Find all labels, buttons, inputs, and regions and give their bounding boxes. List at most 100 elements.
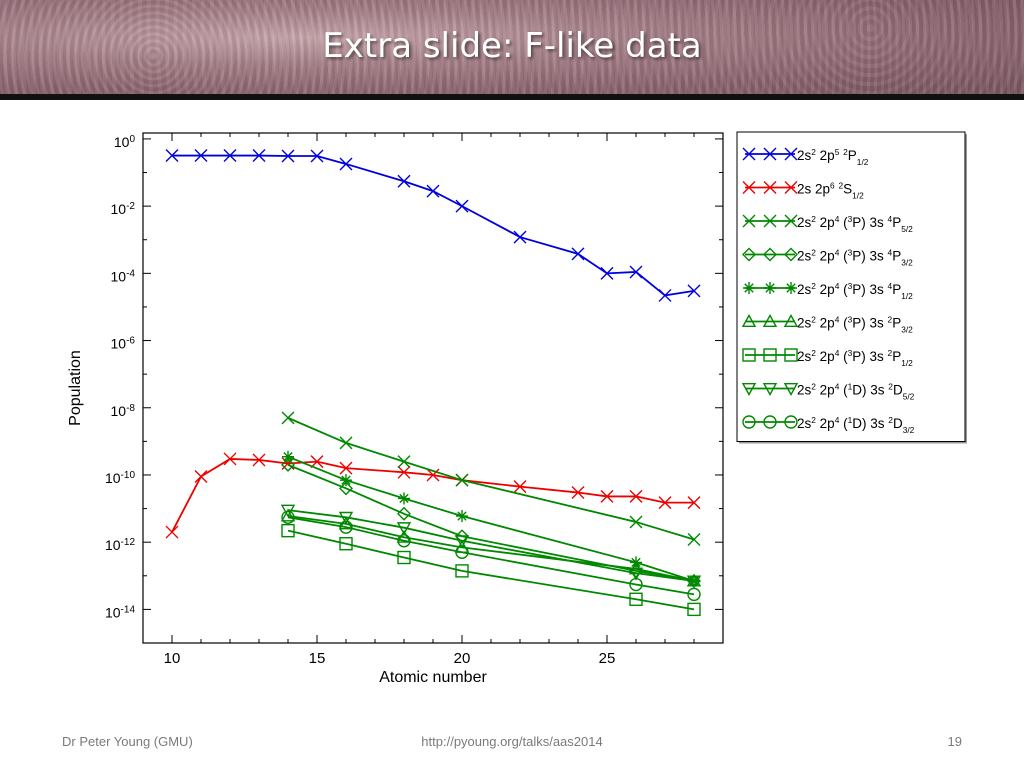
- marker-x: [223, 452, 237, 466]
- marker-star: [282, 450, 294, 463]
- tick-base: 10: [105, 470, 121, 486]
- marker-triangle-down: [338, 511, 354, 525]
- superscript: 4: [835, 281, 840, 291]
- marker-triangle: [762, 314, 778, 327]
- marker-x: [339, 157, 353, 171]
- subscript: 1/2: [901, 358, 913, 368]
- marker-x: [784, 181, 798, 194]
- marker-x: [658, 496, 672, 510]
- tick-exponent: -10: [121, 469, 136, 480]
- marker-square: [784, 348, 798, 362]
- text-span: P: [892, 215, 901, 230]
- series-line: [287, 515, 695, 582]
- marker-x: [658, 288, 672, 302]
- text-span: (: [839, 249, 848, 264]
- superscript: 2: [811, 382, 816, 392]
- marker-x: [426, 184, 440, 198]
- marker-triangle-down: [454, 535, 470, 549]
- superscript: 2: [811, 214, 816, 224]
- marker-x: [784, 147, 798, 161]
- marker-diamond: [742, 247, 756, 262]
- superscript: 2: [838, 181, 843, 191]
- superscript: 1: [848, 382, 853, 392]
- superscript: 4: [888, 248, 893, 258]
- tick-base: 10: [111, 201, 127, 217]
- marker-x: [600, 489, 614, 503]
- marker-triangle: [396, 529, 412, 543]
- marker-star: [456, 510, 468, 523]
- marker-x: [397, 465, 411, 479]
- marker-x: [687, 533, 701, 547]
- text-span: 2s: [797, 383, 812, 398]
- text-span: D) 3s: [852, 416, 888, 431]
- legend-item: 2s2 2p4 (3P) 3s 2P1/2: [742, 348, 913, 368]
- tick-base: 10: [111, 336, 127, 352]
- text-span: P: [892, 349, 901, 364]
- marker-x: [742, 214, 756, 228]
- marker-triangle-down: [783, 383, 799, 396]
- header-divider: [0, 94, 1024, 100]
- rich-text: 2s2 2p4 (3P) 3s 4P1/2: [797, 281, 913, 301]
- superscript: 5: [835, 147, 840, 157]
- marker-triangle-down: [686, 575, 702, 589]
- tick-base: 10: [111, 403, 127, 419]
- marker-x: [763, 214, 777, 228]
- text-span: P: [848, 148, 857, 163]
- tick-exponent: -8: [126, 402, 135, 413]
- text-span: P: [892, 316, 901, 331]
- legend-item: 2s2 2p5 2P1/2: [742, 147, 869, 167]
- text-span: (: [839, 416, 848, 431]
- text-span: P) 3s: [852, 249, 887, 264]
- text-span: 2p: [816, 148, 835, 163]
- marker-x: [397, 455, 411, 469]
- footer-url[interactable]: http://pyoung.org/talks/aas2014: [421, 734, 603, 749]
- y-tick-label: 10-14: [105, 604, 135, 621]
- marker-star: [764, 282, 776, 294]
- text-span: D: [893, 416, 903, 431]
- marker-square: [397, 550, 411, 565]
- rich-text: 2s2 2p4 (1D) 3s 2D5/2: [797, 382, 915, 402]
- superscript: 6: [830, 181, 835, 191]
- superscript: 4: [888, 214, 893, 224]
- tick-exponent: -12: [121, 537, 136, 548]
- marker-triangle: [280, 508, 296, 522]
- text-span: P) 3s: [852, 215, 887, 230]
- marker-triangle-down: [762, 383, 778, 396]
- marker-star: [688, 574, 700, 587]
- tick-exponent: -6: [126, 335, 135, 346]
- legend-item: 2s2 2p4 (1D) 3s 2D5/2: [741, 382, 915, 402]
- marker-square: [281, 523, 295, 538]
- superscript: 2: [811, 415, 816, 425]
- marker-triangle: [338, 516, 354, 530]
- marker-x: [194, 470, 208, 484]
- y-tick-label: 10-6: [111, 335, 136, 352]
- series-8: [281, 510, 701, 602]
- marker-circle: [397, 534, 411, 548]
- text-span: (: [839, 349, 848, 364]
- legend-item: 2s 2p6 2S1/2: [742, 181, 864, 201]
- superscript: 4: [835, 214, 840, 224]
- subscript: 3/2: [901, 258, 913, 268]
- x-tick-label: 20: [454, 650, 471, 667]
- marker-x: [339, 436, 353, 450]
- marker-x: [784, 214, 798, 228]
- marker-x: [629, 265, 643, 279]
- series-7: [280, 504, 702, 589]
- series-line: [172, 154, 695, 297]
- superscript: 3: [848, 248, 853, 258]
- marker-x: [165, 149, 179, 163]
- text-span: P) 3s: [852, 316, 887, 331]
- marker-x: [629, 489, 643, 503]
- tick-exponent: -2: [126, 201, 135, 212]
- x-tick-label: 15: [309, 650, 326, 667]
- marker-triangle-down: [396, 522, 412, 536]
- text-span: 2p: [816, 383, 835, 398]
- text-span: S: [843, 182, 852, 197]
- text-span: 2p: [816, 349, 835, 364]
- text-span: 2s: [797, 316, 812, 331]
- rich-text: 2s2 2p5 2P1/2: [797, 147, 869, 167]
- marker-x: [397, 174, 411, 188]
- text-span: D) 3s: [852, 383, 888, 398]
- slide-header: Extra slide: F-like data: [0, 0, 1024, 94]
- header-background-texture: [0, 0, 1024, 94]
